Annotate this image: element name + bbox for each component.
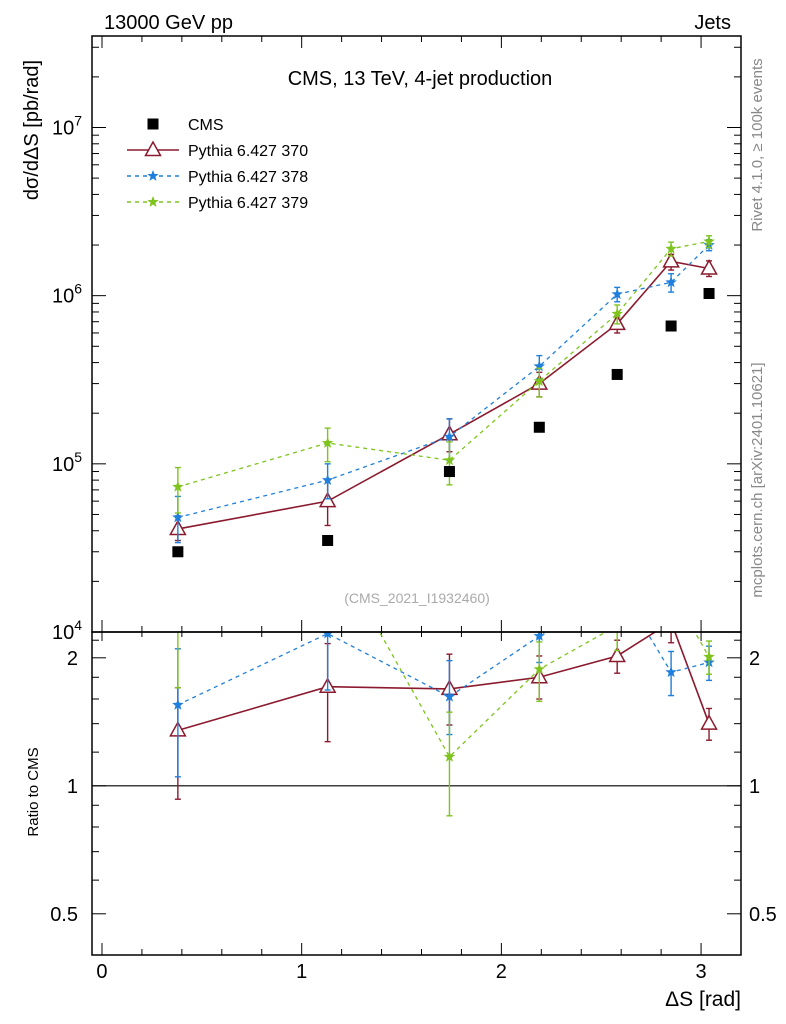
- y-tick-label: 107: [52, 112, 82, 139]
- marker-379: [443, 454, 456, 466]
- x-tick-label: 0: [96, 961, 107, 983]
- marker-378: [321, 474, 334, 485]
- marker-378: [172, 511, 184, 523]
- ratio-line-370: [177, 632, 710, 732]
- header-left: 13000 GeV pp: [104, 12, 233, 34]
- marker-379: [321, 437, 334, 448]
- data-point-cms: [322, 535, 334, 547]
- rivet-label: Rivet 4.1.0, ≥ 100k events: [749, 58, 766, 231]
- marker-370: [662, 251, 680, 268]
- legend-label: Pythia 6.427 378: [188, 169, 308, 186]
- marker-378: [443, 430, 456, 442]
- ratio-marker-378: [443, 690, 456, 702]
- ratio-marker-379: [665, 585, 676, 596]
- ratio-marker-378: [612, 577, 623, 588]
- marker-378: [533, 360, 545, 372]
- series-line-378: [177, 244, 710, 519]
- data-point-cms: [172, 546, 184, 558]
- ratio-tick-label-right: 0.5: [749, 904, 777, 926]
- axis-ticks: 0 1 2 3 104 105 106 107 0.5 0.5 1 1 2 2: [50, 36, 777, 983]
- legend-label: Pythia 6.427 370: [188, 143, 308, 160]
- legend-marker: [144, 140, 162, 157]
- data-point-cms: [533, 421, 545, 433]
- ratio-tick-label-left: 2: [67, 648, 78, 670]
- watermark: (CMS_2021_I1932460): [344, 590, 490, 606]
- legend-label: CMS: [188, 117, 224, 134]
- ratio-frame: [91, 631, 742, 956]
- marker-379: [703, 235, 715, 247]
- ratio-marker-370: [700, 714, 718, 730]
- ratio-axis-label: Ratio to CMS: [25, 747, 42, 836]
- ratio-marker-378: [322, 632, 334, 639]
- ratio-marker-379: [533, 663, 545, 675]
- ratio-marker-378: [533, 632, 545, 641]
- ratio-marker-379: [703, 650, 715, 662]
- y-tick-label: 105: [52, 449, 82, 476]
- x-tick-label: 3: [695, 961, 706, 983]
- chart-title: CMS, 13 TeV, 4-jet production: [288, 68, 553, 90]
- data-point-cms: [443, 466, 455, 478]
- series-line-370: [177, 260, 710, 530]
- x-tick-label: 1: [296, 961, 307, 983]
- y-tick-label: 104: [52, 617, 82, 644]
- legend-marker: [147, 196, 159, 207]
- marker-378: [665, 276, 677, 288]
- main-plot-area: [169, 235, 718, 558]
- x-axis-label: ΔS [rad]: [665, 988, 741, 1011]
- data-point-cms: [665, 320, 677, 332]
- marker-379: [172, 480, 184, 492]
- header-right: Jets: [694, 12, 731, 34]
- series-line-379: [177, 240, 710, 488]
- ratio-marker-370: [664, 614, 679, 628]
- legend-marker: [147, 170, 159, 181]
- y-axis-label: dσ/dΔS [pb/rad]: [21, 60, 43, 200]
- marker-370: [318, 491, 337, 508]
- ratio-plot-area: [92, 577, 741, 817]
- marker-379: [665, 242, 677, 254]
- data-point-cms: [703, 288, 715, 300]
- ratio-marker-379: [443, 750, 456, 762]
- marker-378: [611, 288, 623, 300]
- ratio-tick-label-left: 0.5: [50, 904, 78, 926]
- legend-marker: [147, 118, 159, 130]
- ratio-tick-label-right: 2: [749, 648, 760, 670]
- y-tick-label: 106: [52, 281, 82, 308]
- ratio-tick-label-left: 1: [67, 776, 78, 798]
- ratio-tick-label-right: 1: [749, 776, 760, 798]
- x-tick-label: 2: [496, 961, 507, 983]
- ratio-marker-378: [665, 666, 677, 678]
- legend-label: Pythia 6.427 379: [188, 195, 308, 212]
- marker-370: [700, 258, 718, 275]
- marker-379: [611, 307, 623, 319]
- mcplots-label: mcplots.cern.ch [arXiv:2401.10621]: [749, 362, 766, 597]
- data-point-cms: [611, 368, 623, 380]
- legend: CMS Pythia 6.427 370 Pythia 6.427 378 Pythi…: [127, 117, 308, 212]
- ratio-marker-378: [172, 698, 184, 710]
- marker-379: [533, 375, 545, 387]
- ratio-marker-370: [608, 646, 626, 663]
